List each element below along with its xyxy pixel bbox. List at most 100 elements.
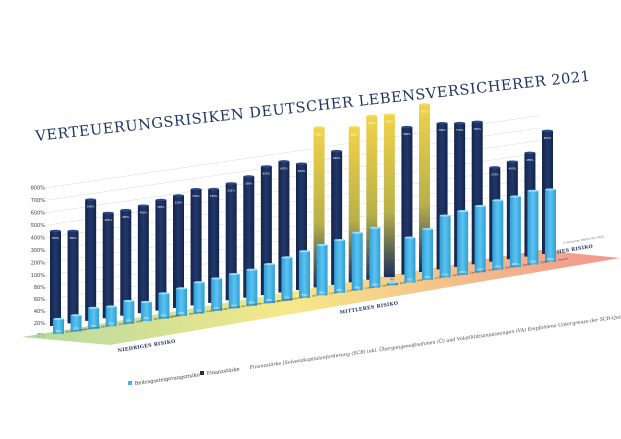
y-tick-label: 800% bbox=[31, 185, 46, 191]
data-label-beitrag: 200% bbox=[547, 257, 555, 261]
footnote: Finanzstärke [Solvenzkapitalanforderung … bbox=[248, 309, 621, 371]
bar-beitragsrisiko bbox=[123, 300, 135, 324]
bar-finanzstaerke-cap bbox=[489, 166, 501, 169]
bar-beitragsrisiko-cap bbox=[70, 314, 82, 317]
data-label-beitrag: 115% bbox=[441, 272, 449, 276]
y-tick-label: 100% bbox=[31, 273, 46, 279]
y-tick-label: 60% bbox=[34, 297, 45, 303]
legend-swatch-beitrag bbox=[128, 381, 132, 385]
bar-series: 380% 25% 360% 27% 590% 35% 463% 33% 465% 38% 480% 3… bbox=[50, 103, 556, 334]
bar-finanzstaerke bbox=[366, 115, 378, 280]
bar-beitragsrisiko bbox=[281, 257, 293, 301]
bar-finanzstaerke bbox=[471, 121, 483, 265]
bar-finanzstaerke-cap bbox=[260, 165, 272, 168]
bar-beitragsrisiko-cap bbox=[404, 236, 416, 239]
bar-finanzstaerke-cap bbox=[173, 194, 184, 197]
bar-finanzstaerke-cap bbox=[243, 175, 255, 178]
data-label-finanzstaerke: 465% bbox=[122, 215, 130, 219]
bar-finanzstaerke bbox=[260, 166, 272, 296]
category-label: Allianz bbox=[101, 324, 111, 329]
category-label: Swiss Life bbox=[452, 272, 466, 278]
bar-beitragsrisiko-cap bbox=[193, 281, 205, 284]
data-label-finanzstaerke: 375% bbox=[491, 172, 499, 176]
bar-beitragsrisiko bbox=[158, 293, 170, 319]
data-label-beitrag: 78% bbox=[302, 293, 308, 297]
data-label-beitrag: 65% bbox=[266, 298, 272, 302]
data-label-beitrag: 25% bbox=[56, 329, 62, 333]
data-label-beitrag: 84% bbox=[319, 290, 325, 294]
data-label-finanzstaerke: 360% bbox=[69, 236, 77, 240]
bar-finanzstaerke-cap bbox=[471, 120, 483, 123]
bar-beitragsrisiko bbox=[527, 190, 539, 265]
bar-beitragsrisiko bbox=[509, 196, 521, 268]
bar-beitragsrisiko-cap bbox=[527, 189, 539, 192]
bar-finanzstaerke bbox=[67, 230, 79, 324]
bar-beitragsrisiko bbox=[88, 307, 100, 329]
category-label: HDI bbox=[312, 293, 317, 298]
bar-beitragsrisiko bbox=[369, 227, 381, 288]
category-label: Zurich bbox=[294, 295, 303, 300]
category-label: Continentale bbox=[224, 304, 241, 310]
category-label: Die Bayerische bbox=[241, 301, 261, 308]
bar-beitragsrisiko bbox=[474, 206, 486, 273]
category-label: Generali bbox=[487, 267, 499, 273]
category-label: Württembergische bbox=[153, 314, 178, 321]
data-label-beitrag: 35% bbox=[91, 324, 97, 328]
bar-finanzstaerke bbox=[348, 127, 360, 283]
data-label-beitrag: 38% bbox=[126, 319, 132, 323]
bar-finanzstaerke-cap bbox=[120, 208, 132, 212]
bar-finanzstaerke-cap bbox=[436, 121, 448, 125]
bar-beitragsrisiko bbox=[299, 251, 310, 298]
bar-finanzstaerke-cap bbox=[208, 187, 220, 191]
bar-beitragsrisiko bbox=[211, 278, 223, 311]
category-label: Gothaer bbox=[347, 287, 359, 293]
bar-beitragsrisiko bbox=[457, 211, 469, 275]
data-label-finanzstaerke: 590% bbox=[87, 205, 95, 209]
category-label: Signal Iduna bbox=[382, 281, 399, 287]
bar-beitragsrisiko bbox=[70, 315, 82, 332]
category-label: Condor bbox=[329, 290, 340, 295]
bar-beitragsrisiko-cap bbox=[492, 199, 504, 202]
bar-beitragsrisiko-cap bbox=[281, 256, 293, 259]
category-label: AXA bbox=[417, 278, 423, 283]
bar-finanzstaerke bbox=[243, 176, 255, 298]
data-label-beitrag: 130% bbox=[459, 270, 467, 274]
data-label-finanzstaerke: 800% bbox=[403, 132, 411, 136]
bar-beitragsrisiko-cap bbox=[316, 243, 328, 247]
y-tick-label: 40% bbox=[34, 309, 45, 315]
bar-finanzstaerke-cap bbox=[50, 229, 61, 233]
bar-beitragsrisiko-cap bbox=[457, 210, 469, 213]
data-label-beitrag: 75% bbox=[407, 278, 413, 282]
data-label-finanzstaerke: 670% bbox=[280, 166, 288, 170]
bar-beitragsrisiko-cap bbox=[545, 188, 556, 191]
bar-finanzstaerke-cap bbox=[348, 126, 360, 129]
data-label-finanzstaerke: 690% bbox=[333, 156, 341, 160]
bar-beitragsrisiko bbox=[334, 240, 346, 293]
bar-beitragsrisiko bbox=[439, 215, 451, 278]
data-label-finanzstaerke: 605% bbox=[544, 136, 552, 140]
bar-finanzstaerke bbox=[296, 163, 307, 290]
chart-title: VERTEUERUNGSRISIKEN DEUTSCHER LEBENSVERS… bbox=[34, 69, 592, 145]
copyright-note: © Sebastian Wolfschütz 2022 bbox=[563, 234, 605, 245]
data-label-beitrag: 42% bbox=[161, 314, 167, 318]
data-label-beitrag: 96% bbox=[354, 285, 360, 289]
bar-beitragsrisiko-cap bbox=[105, 305, 117, 308]
y-axis-ticks: 0%20%40%60%80%100%200%300%400%500%600%70… bbox=[31, 185, 46, 339]
data-label-beitrag: 46% bbox=[179, 311, 185, 315]
bar-beitragsrisiko bbox=[492, 200, 504, 270]
data-label-beitrag: 150% bbox=[477, 267, 485, 271]
bar-finanzstaerke-cap bbox=[102, 211, 114, 215]
data-label-beitrag: 52% bbox=[196, 308, 202, 312]
bar-beitragsrisiko-cap bbox=[422, 227, 433, 231]
bar-beitragsrisiko bbox=[228, 274, 240, 309]
data-label-finanzstaerke: 400% bbox=[509, 167, 517, 171]
bar-beitragsrisiko-cap bbox=[509, 195, 521, 198]
category-label: Barmenia bbox=[505, 264, 518, 270]
bar-finanzstaerke bbox=[225, 183, 237, 301]
bar-beitragsrisiko bbox=[176, 288, 187, 316]
category-label: Canada Life bbox=[470, 269, 486, 275]
data-label-finanzstaerke: 530% bbox=[210, 194, 218, 198]
data-label-beitrag: 85% bbox=[425, 275, 431, 279]
bar-finanzstaerke-cap bbox=[67, 229, 79, 233]
bar-finanzstaerke bbox=[436, 123, 448, 270]
